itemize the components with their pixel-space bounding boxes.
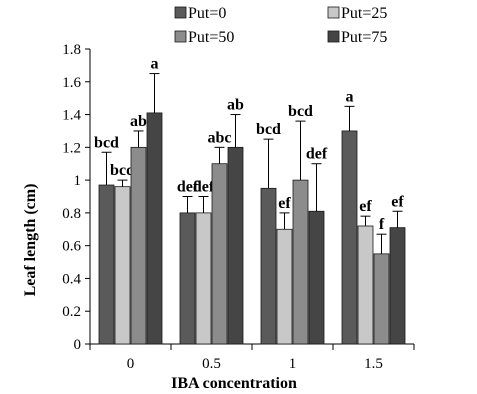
- significance-label: def: [193, 179, 215, 196]
- significance-label: bcd: [110, 162, 135, 179]
- x-tick-label: 1.5: [364, 356, 383, 372]
- x-tick-label: 0: [127, 356, 135, 372]
- legend-label: Put=75: [341, 29, 387, 46]
- bar: [195, 212, 212, 345]
- legend-label: Put=25: [341, 5, 387, 22]
- legend-swatch: [327, 6, 340, 19]
- bar: [341, 130, 358, 345]
- y-tick-label: 1: [74, 173, 82, 189]
- significance-label: a: [346, 88, 354, 105]
- bar: [146, 112, 163, 345]
- significance-label: def: [306, 146, 328, 163]
- bars: bcd def bcd a bcd def ef ef ab abc bcd f a ab def ef: [94, 56, 406, 345]
- x-axis: 0 0.5 1 1.5: [89, 343, 415, 372]
- bar: [211, 163, 228, 345]
- y-tick-label: 0.8: [62, 206, 81, 222]
- legend-label: Put=50: [188, 29, 234, 46]
- significance-label: bcd: [256, 121, 281, 138]
- y-tick-label: 0.2: [62, 304, 81, 320]
- y-tick-label: 1.6: [62, 75, 81, 91]
- legend-label: Put=0: [188, 5, 226, 22]
- y-tick-label: 1.2: [62, 140, 81, 156]
- bar: [98, 184, 115, 345]
- y-tick-label: 1.4: [62, 108, 81, 124]
- bar: [292, 179, 309, 345]
- significance-label: ef: [359, 198, 372, 215]
- significance-label: def: [177, 179, 199, 196]
- significance-label: ef: [391, 193, 404, 210]
- significance-label: a: [151, 56, 159, 73]
- y-tick-label: 0.4: [62, 271, 81, 287]
- significance-label: bcd: [94, 134, 119, 151]
- bar: [179, 212, 196, 345]
- y-tick-label: 1.8: [62, 42, 81, 58]
- bar: [308, 210, 325, 345]
- x-tick-label: 1: [289, 356, 297, 372]
- significance-label: ab: [227, 97, 244, 114]
- bar: [114, 186, 131, 345]
- legend-swatch: [174, 6, 187, 19]
- bar: [130, 146, 147, 345]
- bar: [260, 187, 277, 345]
- legend-swatch: [327, 30, 340, 43]
- y-axis: 0 0.2 0.4 0.6 0.8 1 1.2 1.4 1.6 1.8: [62, 42, 91, 353]
- bar: [357, 225, 374, 345]
- legend: Put=0 Put=25 Put=50 Put=75: [174, 5, 387, 46]
- significance-label: bcd: [288, 103, 313, 120]
- significance-label: ab: [130, 113, 147, 130]
- bar: [373, 253, 390, 345]
- significance-label: abc: [208, 129, 232, 146]
- y-axis-label: Leaf length (cm): [22, 184, 39, 297]
- bar: [389, 227, 406, 345]
- bar: [276, 228, 293, 345]
- significance-label: f: [379, 216, 385, 233]
- significance-label: ef: [278, 195, 291, 212]
- x-tick-label: 0.5: [202, 356, 221, 372]
- y-tick-label: 0.6: [62, 239, 81, 255]
- y-tick-label: 0: [74, 337, 82, 353]
- bar: [227, 146, 244, 345]
- legend-swatch: [174, 30, 187, 43]
- x-axis-label: IBA concentration: [171, 375, 297, 392]
